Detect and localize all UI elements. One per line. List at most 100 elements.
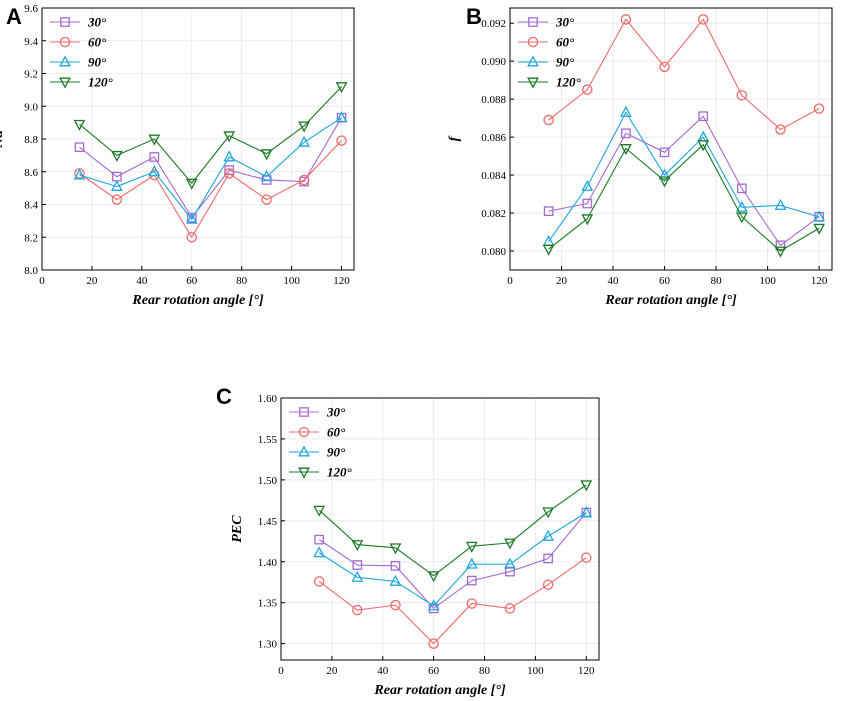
- data-point: [543, 206, 554, 216]
- data-point: [313, 576, 325, 587]
- series-b-3: [542, 140, 826, 258]
- data-point: [658, 168, 671, 180]
- legend-label: 90°: [327, 445, 346, 460]
- series-c-3: [313, 480, 593, 583]
- chart-panel-a: A 0 20 40 60 80 100 120 8.0 8.2 8.4 8.6 8.8 9.0 9.2 9.4…: [0, 3, 355, 308]
- y-tick-label: 0.080: [481, 246, 506, 258]
- legend-marker: [528, 17, 538, 27]
- legend-label: 60°: [327, 425, 346, 440]
- data-point: [735, 212, 748, 224]
- data-point: [352, 604, 363, 616]
- data-point: [542, 244, 555, 256]
- data-point: [335, 111, 348, 123]
- y-tick-label: 9.2: [24, 69, 38, 81]
- data-point: [581, 214, 594, 226]
- legend-marker: [527, 77, 539, 89]
- x-tick-label: 40: [136, 275, 148, 287]
- data-point: [466, 598, 478, 609]
- legend-b: 30° 60° 90° 120°: [518, 15, 582, 90]
- data-point: [335, 82, 348, 94]
- series-line: [79, 86, 342, 185]
- data-point: [775, 124, 786, 135]
- panel-label-c: C: [216, 384, 232, 409]
- data-point: [260, 170, 273, 182]
- legend-marker: [527, 36, 539, 48]
- data-point: [111, 194, 123, 205]
- data-point: [697, 140, 710, 152]
- data-point: [223, 168, 235, 179]
- y-axis-title-b: f: [447, 135, 462, 141]
- data-point: [427, 599, 440, 611]
- series-b-1: [543, 14, 825, 135]
- y-axis-title-c: PEC: [230, 515, 245, 543]
- data-point: [775, 240, 786, 251]
- x-tick-label: 100: [527, 665, 544, 677]
- data-point: [313, 546, 326, 558]
- y-tick-label: 1.35: [258, 598, 278, 610]
- series-line: [318, 512, 587, 607]
- data-point: [73, 119, 86, 131]
- x-tick-label: 80: [236, 275, 248, 287]
- series-line: [79, 140, 342, 239]
- data-point: [336, 135, 347, 146]
- data-point: [427, 571, 440, 583]
- data-point: [736, 90, 748, 101]
- data-point: [620, 144, 632, 156]
- legend-label: 60°: [556, 35, 575, 50]
- data-point: [389, 543, 402, 555]
- data-point: [185, 212, 198, 224]
- data-point: [389, 574, 402, 586]
- data-point: [582, 84, 593, 95]
- data-point: [352, 560, 363, 570]
- data-point: [542, 507, 555, 519]
- data-point: [298, 121, 310, 133]
- x-tick-label: 40: [608, 275, 620, 287]
- data-point: [110, 150, 123, 162]
- legend-label: 120°: [556, 75, 582, 90]
- data-point: [504, 557, 516, 569]
- y-tick-label: 0.084: [481, 170, 506, 182]
- data-point: [351, 540, 364, 552]
- y-tick-label: 0.086: [481, 132, 506, 144]
- data-point: [658, 176, 671, 188]
- data-point: [543, 114, 554, 126]
- panel-label-b: B: [466, 4, 482, 29]
- series-b-0: [543, 111, 824, 251]
- legend-label: 60°: [88, 35, 107, 50]
- x-tick-label: 60: [659, 275, 671, 287]
- x-tick-label: 0: [278, 665, 284, 677]
- chart-panel-b: B 0 20 40 60 80 100 120 0.080 0.082 0.084 0.086 0.08…: [447, 4, 833, 308]
- y-tick-label: 1.30: [258, 639, 278, 651]
- legend-c: 30° 60° 90° 120°: [289, 405, 353, 480]
- x-tick-label: 40: [377, 665, 389, 677]
- data-point: [223, 150, 236, 162]
- data-point: [774, 198, 787, 210]
- plot-frame-c: [280, 397, 600, 661]
- data-point: [581, 552, 592, 563]
- series-b-2: [542, 105, 826, 246]
- gridlines-a: [42, 7, 354, 271]
- x-tick-label: 80: [711, 275, 723, 287]
- data-point: [390, 560, 401, 571]
- series-a-3: [73, 82, 348, 190]
- legend-label: 30°: [87, 15, 107, 30]
- data-point: [261, 194, 272, 205]
- chart-panel-c: C 0 20 40 60 80 100 120 1.30 1.35 1.40 1.45 1.50 1.55…: [216, 384, 600, 698]
- data-point: [697, 14, 709, 25]
- series-line: [548, 115, 820, 247]
- y-tick-label: 1.40: [258, 557, 278, 569]
- data-point: [580, 506, 593, 518]
- x-tick-label: 100: [283, 275, 300, 287]
- legend-marker: [298, 445, 310, 457]
- y-tick-label: 1.50: [258, 475, 278, 487]
- data-point: [73, 168, 86, 180]
- legend-marker: [298, 426, 310, 438]
- y-tick-label: 0.090: [481, 56, 506, 68]
- x-tick-label: 20: [326, 665, 338, 677]
- data-point: [736, 183, 747, 194]
- series-line: [79, 117, 342, 221]
- legend-marker: [60, 17, 70, 27]
- series-line: [318, 512, 587, 610]
- series-line: [318, 557, 587, 645]
- legend-label: 30°: [555, 15, 575, 30]
